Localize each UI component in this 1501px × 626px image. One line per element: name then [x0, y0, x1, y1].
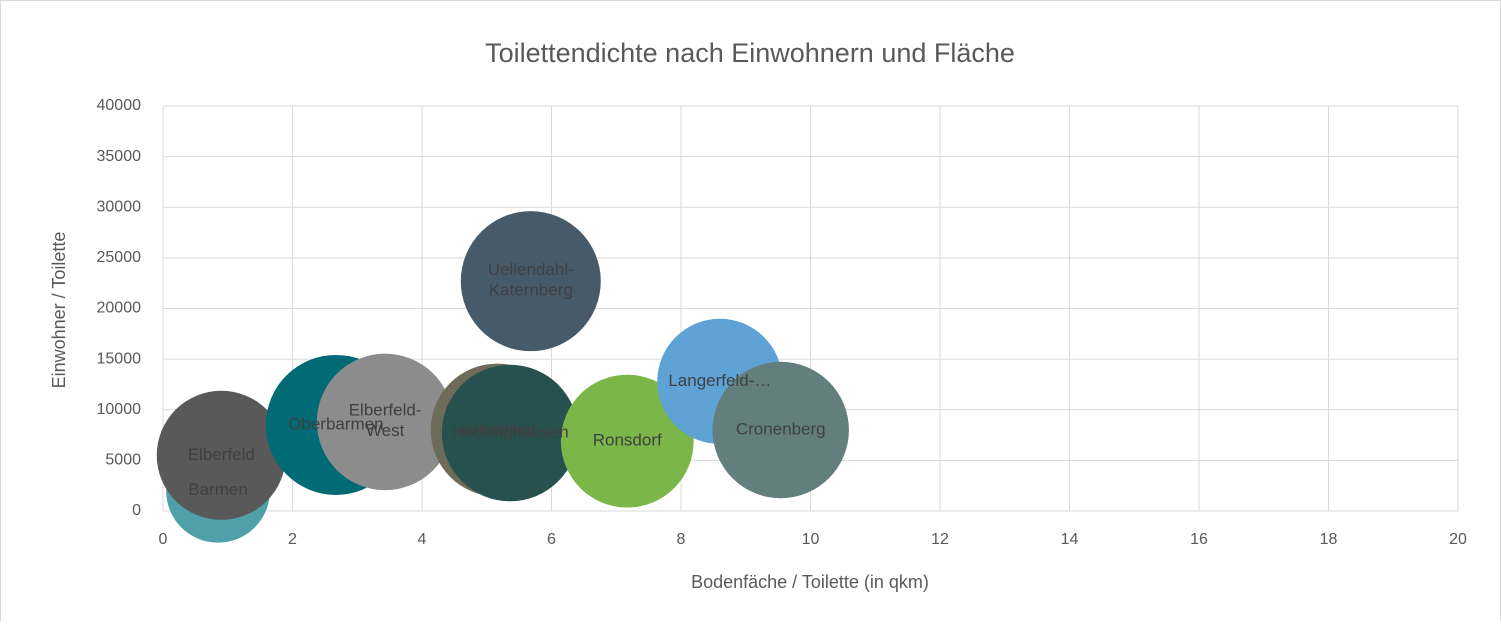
bubble: [441, 364, 579, 502]
y-tick-label: 20000: [97, 300, 142, 317]
x-tick-label: 16: [1190, 531, 1208, 548]
data-label: Elberfeld: [188, 445, 255, 464]
y-tick-label: 35000: [97, 148, 142, 165]
bubble: [560, 374, 694, 508]
bubble: [712, 361, 849, 499]
y-tick-label: 30000: [97, 198, 142, 215]
data-label: Heckinghausen: [451, 423, 568, 442]
x-tick-label: 2: [288, 531, 297, 548]
x-tick-label: 8: [677, 531, 686, 548]
x-tick-label: 20: [1449, 531, 1467, 548]
bubble: [316, 353, 454, 491]
x-tick-label: 18: [1320, 531, 1338, 548]
y-tick-label: 10000: [97, 401, 142, 418]
x-tick-label: 0: [159, 531, 168, 548]
data-label: Uellendahl-Katernberg: [488, 260, 574, 299]
x-tick-label: 14: [1061, 531, 1079, 548]
data-label: Ronsdorf: [593, 431, 662, 450]
x-tick-label: 6: [547, 531, 556, 548]
data-label: Elberfeld-West: [349, 401, 422, 440]
bubble: [156, 390, 286, 520]
x-tick-label: 10: [802, 531, 820, 548]
data-label: Cronenberg: [736, 419, 826, 438]
y-tick-label: 15000: [97, 350, 142, 367]
y-axis-label: Einwohner / Toilette: [49, 232, 69, 389]
bubble: [460, 211, 601, 352]
y-tick-label: 0: [132, 502, 141, 519]
x-tick-label: 4: [418, 531, 427, 548]
data-label: Oberbarmen: [288, 414, 383, 433]
y-tick-label: 40000: [97, 97, 142, 114]
chart-title: Toilettendichte nach Einwohnern und Fläc…: [485, 38, 1015, 68]
y-tick-label: 25000: [97, 249, 142, 266]
y-tick-label: 5000: [105, 452, 141, 469]
data-label: Barmen: [188, 480, 248, 499]
x-tick-label: 12: [931, 531, 949, 548]
data-label: Langerfeld-…: [668, 371, 771, 390]
data-label: Vohwinkel: [459, 419, 536, 438]
x-axis-label: Bodenfäche / Toilette (in qkm): [691, 572, 929, 592]
